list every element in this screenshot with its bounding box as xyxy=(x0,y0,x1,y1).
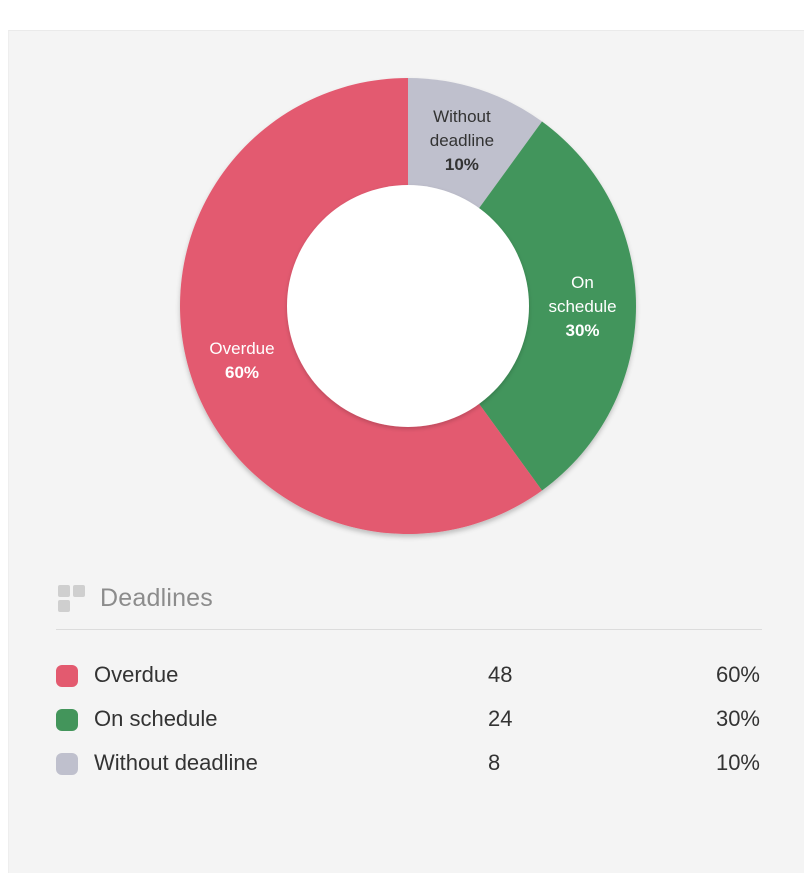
legend-count: 48 xyxy=(488,662,513,687)
legend-label: Without deadline xyxy=(94,750,258,775)
legend-header: Deadlines xyxy=(56,583,762,630)
legend-color-swatch xyxy=(56,665,78,687)
legend-count: 24 xyxy=(488,706,513,731)
donut-hole xyxy=(287,185,529,427)
widget-grid-icon xyxy=(58,585,86,613)
legend-list: Overdue 48 60% On schedule 24 30% Withou… xyxy=(56,658,762,790)
legend-row-overdue: Overdue 48 60% xyxy=(56,658,762,702)
slice-label-without-deadline: Without deadline 10% xyxy=(430,107,494,174)
legend-count: 8 xyxy=(488,750,501,775)
legend-percent: 10% xyxy=(715,750,760,775)
slice-label-overdue: Overdue 60% xyxy=(209,339,274,382)
legend-title: Deadlines xyxy=(100,584,213,612)
legend-percent: 30% xyxy=(715,706,760,731)
legend-color-swatch xyxy=(56,753,78,775)
legend-row-without-deadline: Without deadline 8 10% xyxy=(56,746,762,790)
legend-label: On schedule xyxy=(94,706,218,731)
slice-labels: Without deadline 10% On schedule 30% Overdue 60… xyxy=(209,107,616,382)
legend-label: Overdue xyxy=(94,662,179,687)
legend-row-on-schedule: On schedule 24 30% xyxy=(56,702,762,746)
legend-color-swatch xyxy=(56,709,78,731)
legend-percent: 60% xyxy=(715,662,760,687)
slice-label-on-schedule: On schedule 30% xyxy=(548,273,616,340)
